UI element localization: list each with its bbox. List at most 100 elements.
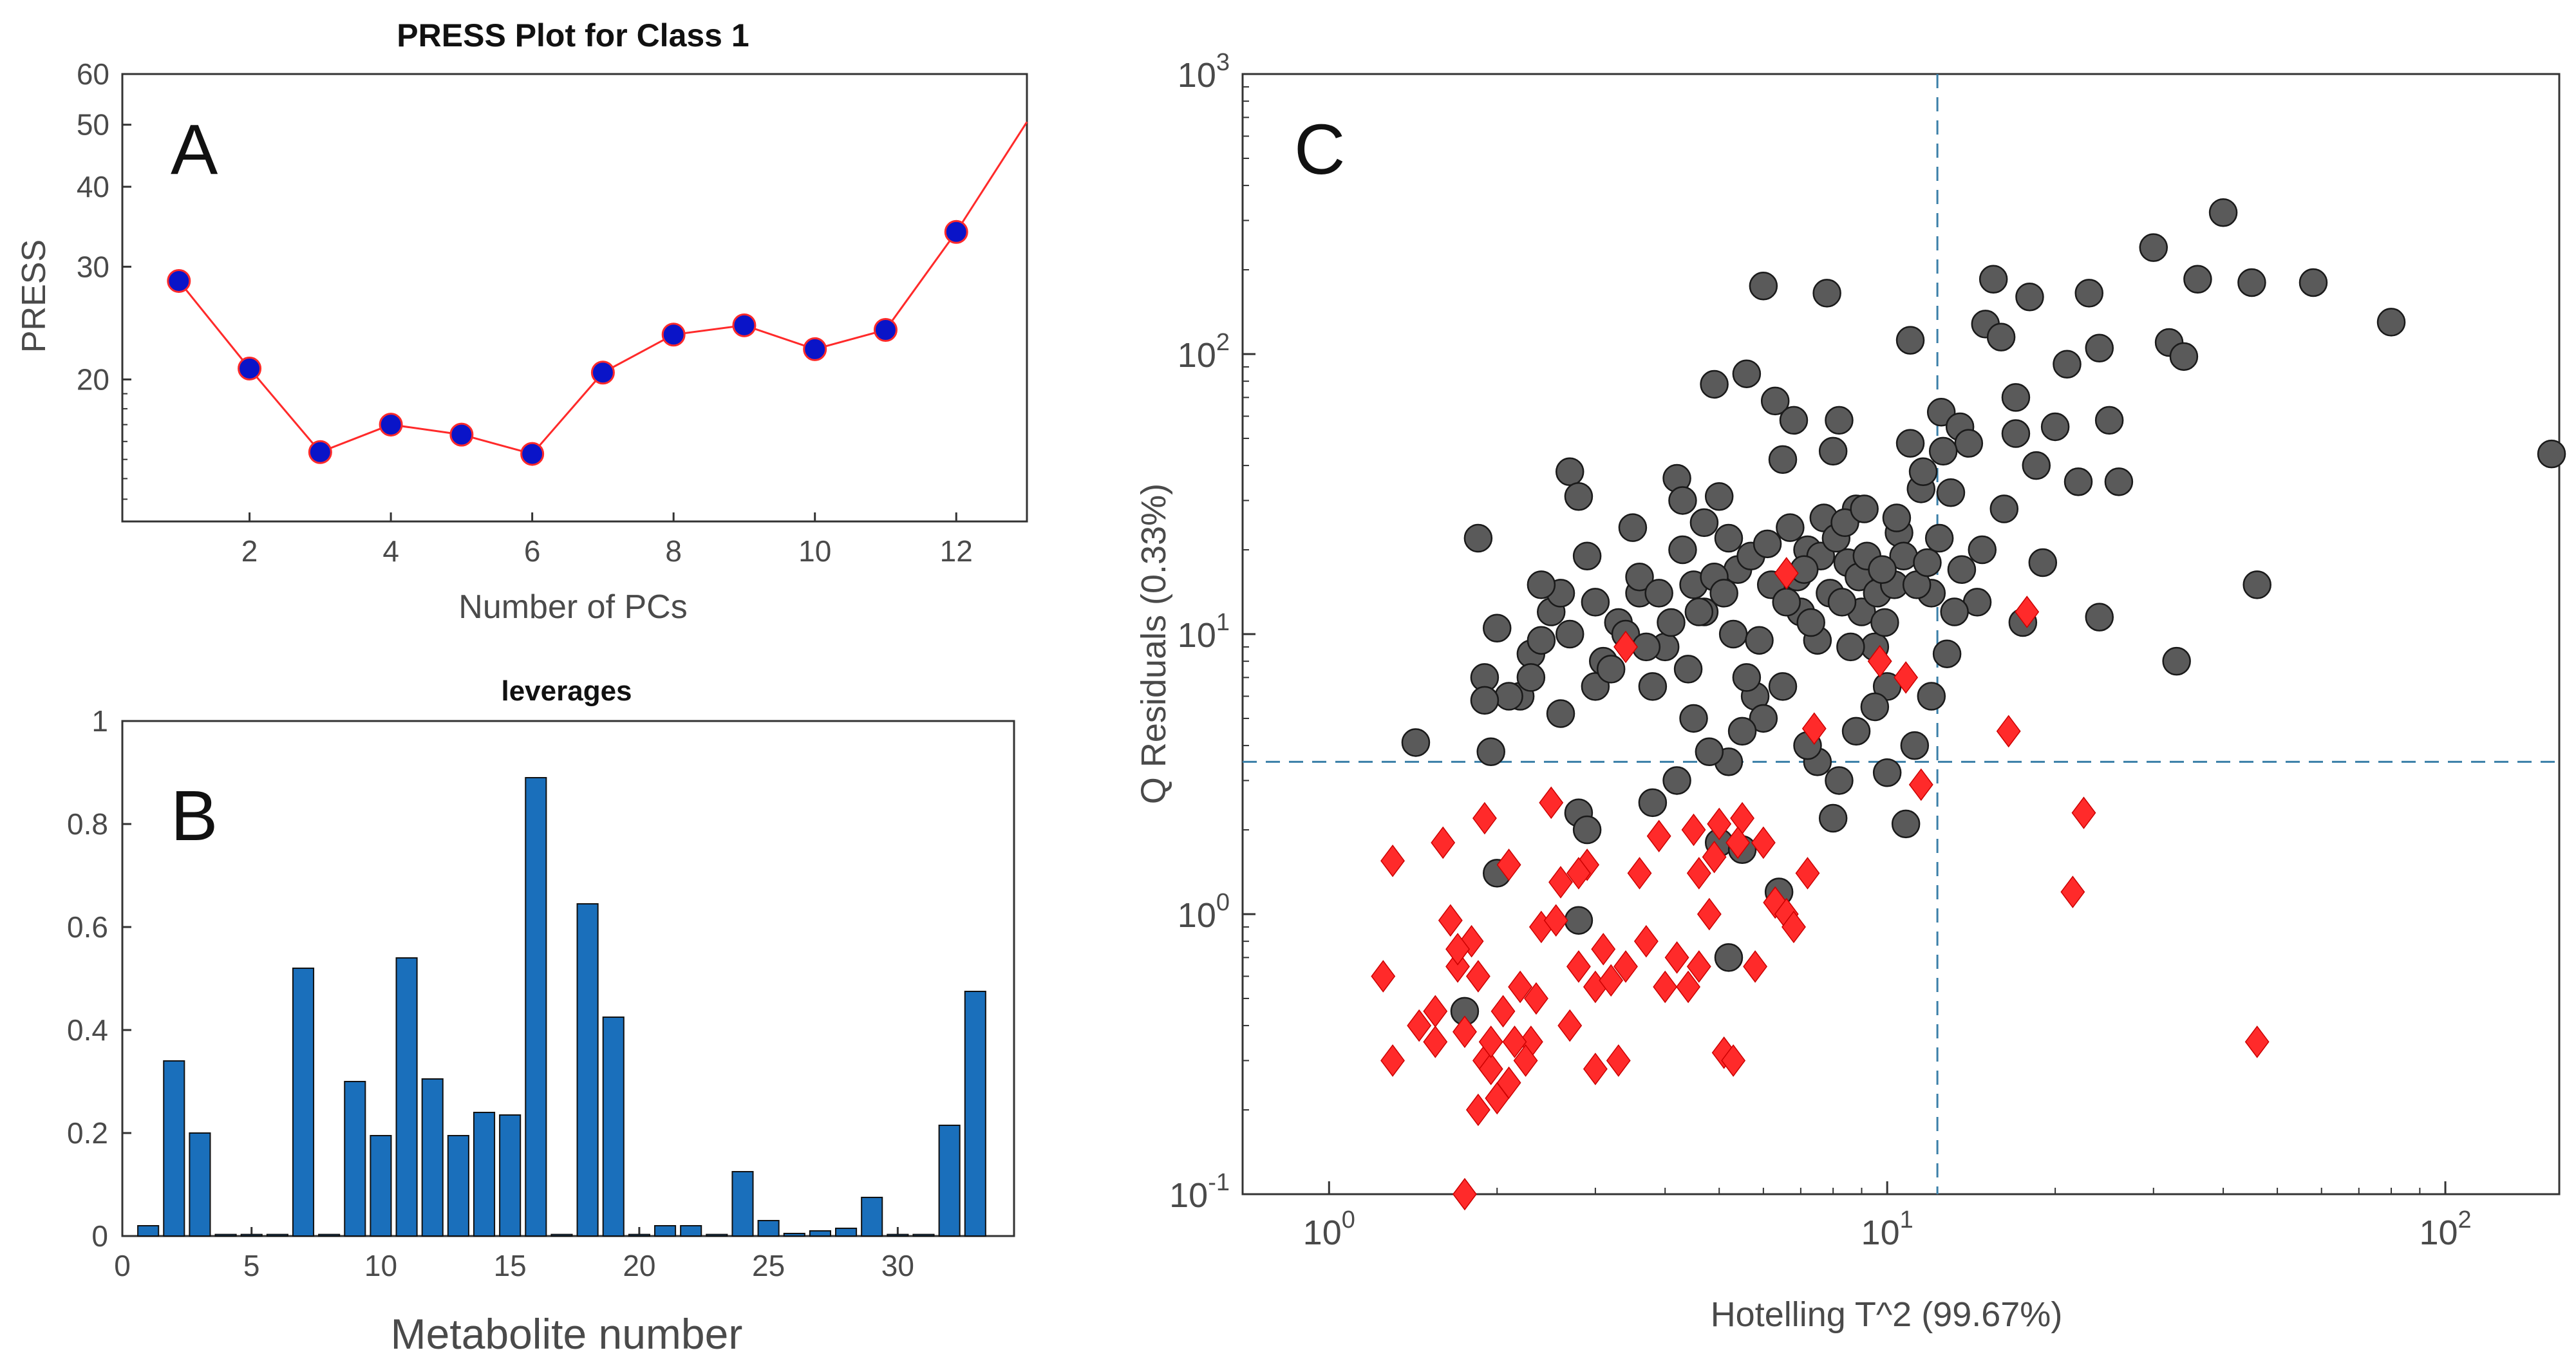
panel-c-class1-point [2022, 451, 2051, 480]
panel-c-x-tick-base: 10 [1303, 1213, 1342, 1252]
panel-c-other-point [1725, 826, 1751, 859]
panel-a-x-tick-label: 10 [798, 534, 831, 568]
panel-b-y-tick-label: 0.8 [67, 807, 108, 841]
panel-b-axes: 0 5 10 15 20 25 30 0 0.2 0.4 0.6 0.8 1 [67, 704, 1015, 1282]
panel-b-bar [938, 1125, 961, 1237]
panel-c-other-point [1686, 857, 1711, 890]
panel-c-y-tick-base: 10 [1178, 616, 1216, 655]
panel-c-x-tick-label: 101 [1861, 1206, 1913, 1252]
panel-b-bar [550, 1233, 573, 1237]
panel-a-x-tick-label: 6 [524, 534, 541, 568]
panel-a-title: PRESS Plot for Class 1 [397, 17, 749, 53]
panel-c-class1-point [1749, 704, 1778, 733]
panel-c-other-point [1653, 970, 1678, 1004]
panel-c-other-point [1894, 661, 1919, 694]
panel-c-x-tick-label: 100 [1303, 1206, 1355, 1252]
panel-b-y-tick-label: 0.6 [67, 910, 108, 944]
panel-c-class1-point [1714, 523, 1744, 553]
panel-c-y-tick-label: 100 [1178, 889, 1230, 935]
panel-c-other-point [1801, 712, 1827, 745]
panel-c-class1-point [1596, 655, 1626, 684]
panel-c-other-point [1438, 904, 1463, 937]
panel-c-class1-point [1947, 555, 1977, 585]
panel-b-bar [266, 1233, 288, 1237]
panel-c-class1-point [1564, 906, 1594, 935]
panel-c-class1-point [1732, 663, 1762, 692]
panel-c-other-point [2060, 876, 2085, 908]
panel-c-other-point [1478, 1053, 1503, 1085]
panel-c-class1-point [1753, 529, 1782, 559]
panel-c-y-tick-base: 10 [1178, 56, 1216, 95]
panel-b-bar [318, 1233, 341, 1237]
panel-c-y-tick-exp: -1 [1208, 1169, 1230, 1196]
panel-c-other-point [2015, 595, 2040, 628]
panel-b-bar [163, 1060, 185, 1237]
panel-b-x-tick-label: 5 [243, 1249, 260, 1282]
panel-a-y-tick-label: 30 [77, 250, 109, 283]
panel-c-class1-point [1882, 503, 1912, 532]
panel-b-bar [189, 1132, 211, 1237]
panel-b-leverages: leverages 0 5 10 15 20 25 30 0 0.2 0.4 0.6 0.8 1 B M… [67, 675, 1015, 1358]
panel-c-class1-point [1494, 682, 1523, 711]
panel-c-other-point [1524, 982, 1548, 1015]
panel-c-other-point [1707, 807, 1732, 841]
panel-c-class1-point [1917, 682, 1946, 711]
panel-c-class1-point [1476, 737, 1505, 767]
panel-c-y-tick-exp: 2 [1216, 329, 1230, 356]
panel-c-other-point [1465, 960, 1490, 993]
panel-c-class1-point [1900, 731, 1930, 760]
panel-b-letter: B [171, 776, 218, 856]
panel-a-x-tick-label: 12 [940, 534, 973, 568]
panel-b-bar [137, 1225, 160, 1237]
panel-b-x-axis-title: Metabolite number [391, 1310, 743, 1358]
panel-c-class1-point [1827, 588, 1857, 617]
panel-c-y-tick-base: 10 [1169, 1176, 1208, 1215]
panel-c-class1-point [1928, 436, 1958, 466]
panel-c-other-point [1431, 826, 1456, 859]
panel-c-class1-point [1714, 943, 1744, 972]
panel-c-x-axis-title: Hotelling T^2 (99.67%) [1711, 1295, 2063, 1334]
panel-c-other-point [1676, 970, 1701, 1004]
panel-b-bar [757, 1220, 780, 1237]
panel-c-y-tick-exp: 1 [1216, 609, 1230, 636]
panel-b-bar [499, 1114, 522, 1237]
panel-c-other-point [1371, 960, 1396, 993]
panel-c-class1-point [1668, 535, 1697, 565]
panel-c-class1-point [2139, 233, 2168, 262]
panel-a-marker [167, 268, 191, 293]
panel-b-bar [214, 1233, 237, 1237]
panel-c-thresholds [1243, 74, 2559, 1194]
panel-c-class1-point [1841, 717, 1871, 746]
panel-c-class1-point [1940, 597, 1969, 626]
panel-c-class1-point [1546, 699, 1575, 728]
panel-c-class1-point [1625, 562, 1654, 592]
panel-c-class1-point [1527, 626, 1556, 655]
panel-c-class1-point [1572, 541, 1602, 570]
panel-b-bar [912, 1233, 935, 1237]
panel-c-class1-point [1745, 626, 1774, 655]
panel-c-class1-point [1760, 386, 1790, 416]
panel-c-other-point [1591, 933, 1616, 966]
panel-c-other-point [1478, 1026, 1503, 1058]
panel-a-marker [308, 440, 332, 464]
panel-c-class1-point [2085, 603, 2114, 632]
panel-c-other-point [1795, 857, 1820, 890]
panel-c-other-point [1423, 1026, 1448, 1058]
panel-c-class1-point [1776, 513, 1805, 542]
panel-b-bar [680, 1225, 702, 1237]
panel-c-other-point [1566, 857, 1591, 890]
panel-c-other-point [1867, 644, 1892, 678]
panel-c-class1-point [1638, 788, 1668, 818]
panel-c-class1-point [1954, 429, 1984, 458]
panel-c-other-point [1453, 1015, 1477, 1049]
panel-c-other-point [1557, 1009, 1583, 1042]
panel-c-class1-point [1986, 323, 2016, 351]
panel-b-bars [137, 777, 986, 1237]
panel-c-other-point [1782, 910, 1806, 944]
panel-b-x-tick-label: 25 [752, 1249, 785, 1282]
panel-c-class1-point [1825, 406, 1854, 435]
panel-c-class1-point [1895, 326, 1925, 355]
panel-c-class1-point [1836, 632, 1865, 662]
panel-b-bar [344, 1081, 366, 1237]
